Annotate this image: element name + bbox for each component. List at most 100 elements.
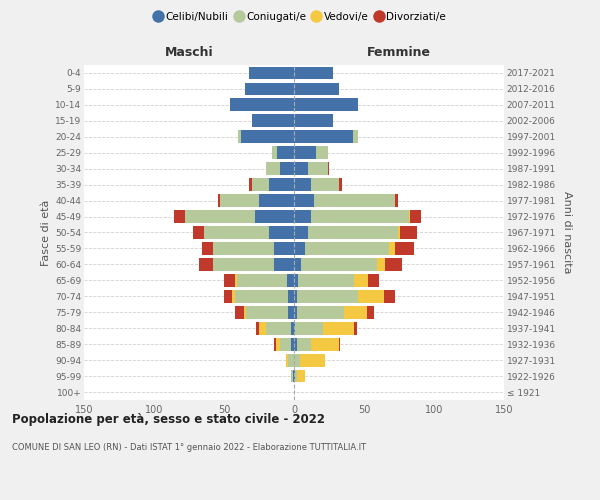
Bar xyxy=(274,242,294,255)
Bar xyxy=(344,306,367,318)
Bar xyxy=(400,226,417,239)
Bar xyxy=(213,242,274,255)
Bar xyxy=(291,322,294,334)
Bar xyxy=(269,178,294,191)
Bar xyxy=(409,210,410,223)
Bar xyxy=(294,194,314,207)
Bar xyxy=(395,194,398,207)
Bar xyxy=(277,146,294,159)
Bar xyxy=(220,194,259,207)
Bar xyxy=(269,226,294,239)
Bar xyxy=(232,290,235,302)
Bar xyxy=(299,354,325,366)
Bar xyxy=(224,290,232,302)
Bar xyxy=(294,82,339,96)
Bar xyxy=(276,338,280,350)
Bar xyxy=(294,322,295,334)
Bar xyxy=(235,274,236,286)
Text: Maschi: Maschi xyxy=(164,46,214,59)
Bar xyxy=(314,194,395,207)
Bar xyxy=(294,258,301,271)
Bar xyxy=(294,162,308,175)
Bar xyxy=(241,130,294,143)
Bar xyxy=(298,274,354,286)
Bar xyxy=(294,114,333,127)
Bar xyxy=(311,210,409,223)
Bar xyxy=(230,98,294,112)
Bar xyxy=(266,162,280,175)
Bar xyxy=(202,242,213,255)
Bar xyxy=(287,274,294,286)
Bar xyxy=(272,146,277,159)
Bar xyxy=(297,290,358,302)
Bar xyxy=(193,226,205,239)
Bar xyxy=(294,178,311,191)
Bar xyxy=(316,146,328,159)
Bar xyxy=(252,178,269,191)
Bar xyxy=(410,210,421,223)
Bar xyxy=(235,290,289,302)
Bar xyxy=(224,274,235,286)
Bar xyxy=(389,242,395,255)
Bar xyxy=(358,290,383,302)
Bar xyxy=(245,82,294,96)
Bar xyxy=(185,210,255,223)
Bar xyxy=(218,194,220,207)
Legend: Celibi/Nubili, Coniugati/e, Vedovi/e, Divorziati/e: Celibi/Nubili, Coniugati/e, Vedovi/e, Di… xyxy=(150,8,450,26)
Bar xyxy=(294,354,299,366)
Bar xyxy=(294,98,358,112)
Bar xyxy=(294,130,353,143)
Bar xyxy=(274,338,276,350)
Bar xyxy=(295,370,297,382)
Bar xyxy=(294,210,311,223)
Bar xyxy=(280,338,291,350)
Bar xyxy=(199,258,213,271)
Bar xyxy=(274,258,294,271)
Bar xyxy=(294,370,295,382)
Bar xyxy=(294,146,316,159)
Bar xyxy=(339,178,341,191)
Bar xyxy=(301,258,377,271)
Bar xyxy=(286,354,289,366)
Bar xyxy=(173,210,185,223)
Bar xyxy=(255,210,294,223)
Bar xyxy=(398,226,400,239)
Bar xyxy=(289,306,294,318)
Text: COMUNE DI SAN LEO (RN) - Dati ISTAT 1° gennaio 2022 - Elaborazione TUTTITALIA.IT: COMUNE DI SAN LEO (RN) - Dati ISTAT 1° g… xyxy=(12,442,366,452)
Bar xyxy=(305,242,389,255)
Bar xyxy=(297,338,311,350)
Bar xyxy=(339,338,340,350)
Bar xyxy=(289,290,294,302)
Bar xyxy=(295,322,323,334)
Bar xyxy=(311,338,339,350)
Bar xyxy=(235,306,244,318)
Bar xyxy=(291,370,293,382)
Bar xyxy=(385,258,402,271)
Bar xyxy=(291,338,294,350)
Bar xyxy=(311,178,339,191)
Text: Femmine: Femmine xyxy=(367,46,431,59)
Bar xyxy=(294,66,333,80)
Bar xyxy=(259,194,294,207)
Bar xyxy=(354,322,357,334)
Bar xyxy=(294,242,305,255)
Bar xyxy=(256,322,259,334)
Y-axis label: Anni di nascita: Anni di nascita xyxy=(562,191,572,274)
Bar xyxy=(249,178,252,191)
Bar xyxy=(383,290,395,302)
Bar xyxy=(266,322,291,334)
Bar xyxy=(368,274,379,286)
Bar xyxy=(294,226,308,239)
Bar xyxy=(354,274,368,286)
Bar xyxy=(294,338,297,350)
Bar xyxy=(213,258,274,271)
Bar xyxy=(293,370,294,382)
Bar xyxy=(247,306,289,318)
Bar xyxy=(259,322,266,334)
Bar xyxy=(367,306,374,318)
Bar xyxy=(294,306,297,318)
Bar xyxy=(308,226,398,239)
Bar xyxy=(289,354,294,366)
Bar xyxy=(249,66,294,80)
Bar xyxy=(353,130,358,143)
